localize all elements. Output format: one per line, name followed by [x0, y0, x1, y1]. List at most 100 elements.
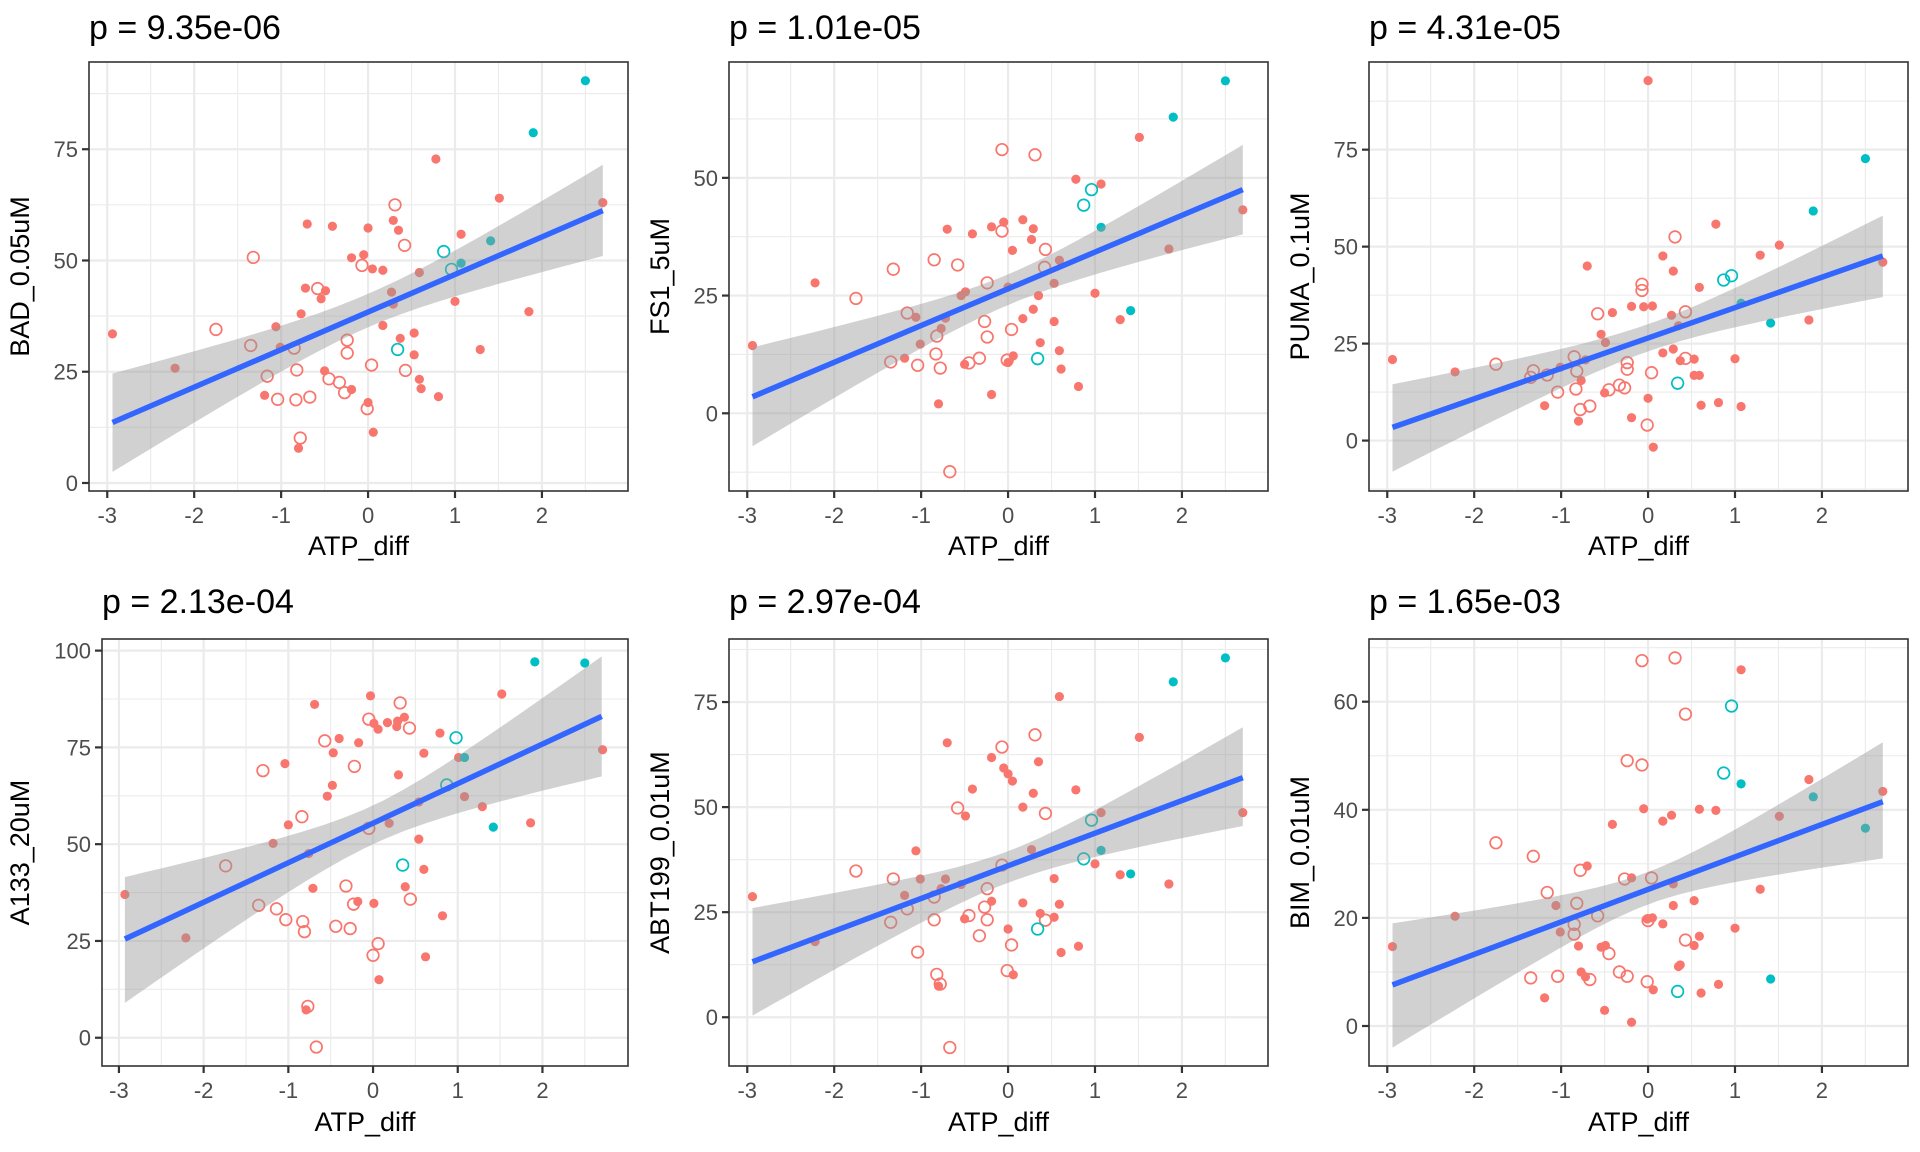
data-point-open [279, 913, 293, 927]
data-point-open [1724, 269, 1739, 283]
data-point-filled [1450, 911, 1460, 921]
data-point-open [260, 369, 274, 383]
data-point-filled [1115, 870, 1125, 880]
data-point-open [1717, 766, 1731, 780]
data-point-open [1084, 813, 1099, 827]
data-point-filled [393, 770, 404, 780]
y-tick-label: 60 [1334, 690, 1358, 715]
y-tick-label: 75 [694, 690, 718, 715]
data-point-filled [1626, 301, 1637, 311]
data-point-filled [1766, 318, 1776, 328]
x-tick-label: -2 [824, 1078, 844, 1103]
data-point-open [929, 347, 943, 361]
data-point-filled [334, 733, 344, 744]
data-point-filled [368, 427, 378, 437]
data-point-filled [1035, 338, 1045, 348]
data-point-filled [1555, 927, 1565, 937]
panel-title: p = 2.13e-04 [102, 583, 294, 621]
data-point-filled [1090, 859, 1100, 869]
data-point-filled [120, 889, 130, 900]
data-point-open [911, 358, 925, 372]
data-point-filled [1668, 266, 1678, 276]
data-point-filled [395, 333, 405, 343]
data-point-filled [1658, 816, 1668, 826]
gridlines [729, 639, 1268, 1066]
data-point-open [977, 900, 992, 914]
data-point-open [1635, 653, 1649, 668]
data-point-filled [382, 718, 393, 728]
data-point-open [1524, 971, 1538, 985]
data-point-filled [373, 724, 383, 734]
x-axis-title: ATP_diff [948, 531, 1050, 561]
data-point-filled [1600, 337, 1611, 348]
data-point-filled [1126, 306, 1136, 316]
data-point-filled [986, 389, 997, 400]
data-point-open [1004, 322, 1019, 337]
data-point-filled [475, 344, 485, 355]
x-tick-label: 1 [449, 503, 461, 528]
data-point-open [1540, 885, 1554, 900]
y-tick-label: 0 [1346, 1014, 1358, 1039]
data-point-filled [301, 1005, 311, 1015]
data-point-filled [1736, 779, 1746, 789]
data-point-open [1569, 382, 1583, 396]
data-point-filled [1003, 924, 1013, 934]
regression-line [751, 187, 1244, 400]
data-point-filled [1860, 823, 1871, 833]
data-point-filled [1018, 898, 1028, 908]
data-point-filled [1540, 993, 1550, 1003]
data-point-filled [494, 193, 504, 203]
data-point-open [1602, 946, 1616, 961]
data-point-open [977, 314, 992, 329]
data-point-open [1030, 352, 1045, 366]
x-tick-label: 0 [362, 503, 374, 528]
data-point-open [256, 763, 270, 778]
y-tick-label: 50 [694, 795, 718, 820]
data-point-open [849, 291, 863, 306]
data-point-open [1030, 922, 1045, 936]
panel-a133-20um: -3 -2 -1 0 1 2 0 25 50 75 100 p = 2.13e-04 ATP_diff A… [5, 583, 629, 1137]
y-axis-title: PUMA_0.1uM [1285, 192, 1315, 360]
data-point-open [1668, 230, 1682, 244]
data-point-filled [1582, 261, 1592, 271]
data-point-filled [1056, 364, 1066, 374]
x-tick-label: 2 [1816, 503, 1828, 528]
data-point-open [927, 253, 941, 267]
x-tick-label: -1 [279, 1078, 299, 1103]
data-point-filled [1673, 961, 1684, 972]
data-point-filled [1028, 224, 1038, 234]
data-point-filled [1713, 979, 1724, 989]
data-point-filled [986, 222, 997, 232]
data-point-filled [1134, 732, 1144, 742]
data-point-open [289, 393, 303, 407]
data-point-filled [1164, 244, 1174, 254]
data-point-filled [1096, 845, 1106, 855]
data-point-filled [1576, 375, 1586, 386]
x-tick-label: 1 [1729, 503, 1741, 528]
data-point-filled [378, 265, 388, 275]
x-tick-label: 1 [1729, 1078, 1741, 1103]
data-point-open [1573, 402, 1587, 417]
data-point-open [329, 919, 343, 933]
plot-background [729, 62, 1268, 491]
data-point-filled [1238, 807, 1248, 818]
data-point-filled [316, 294, 326, 304]
data-point-open [449, 731, 463, 745]
data-point-open [269, 902, 284, 916]
data-point-filled [911, 846, 921, 856]
panel-border [728, 638, 1269, 1067]
data-point-filled [1134, 132, 1144, 142]
data-point-filled [392, 721, 402, 732]
data-point-filled [1696, 400, 1706, 410]
data-point-open [246, 250, 260, 265]
y-tick-label: 0 [1346, 429, 1358, 454]
data-point-open [1573, 863, 1587, 877]
regression-line [123, 713, 603, 942]
data-point-open [886, 262, 900, 276]
data-point-filled [1626, 413, 1637, 423]
data-point-open [1617, 381, 1632, 395]
data-point-open [1670, 984, 1685, 999]
data-point-open [1678, 707, 1693, 721]
x-tick-label: 0 [1642, 1078, 1654, 1103]
